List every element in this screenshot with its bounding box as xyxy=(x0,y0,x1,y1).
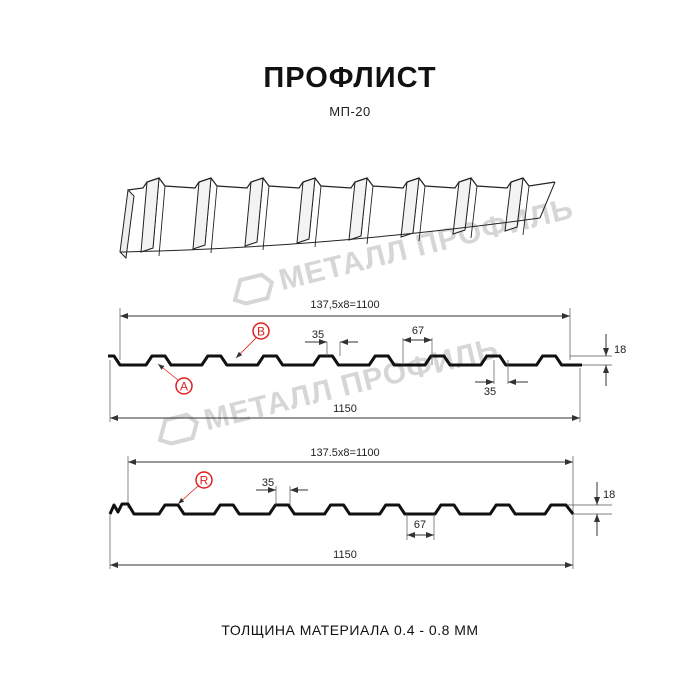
marker-a xyxy=(175,377,193,395)
watermark-text: МЕТАЛЛ ПРОФИЛЬ xyxy=(276,192,577,297)
marker-a-label: A xyxy=(180,380,188,394)
sheet-rib-face xyxy=(192,177,212,250)
marker-leader xyxy=(235,337,257,359)
profile-ab: 137,5x8=1100 1150 35 67 35 18 B A xyxy=(108,299,626,422)
marker-leader xyxy=(177,485,199,505)
marker-leader xyxy=(157,363,179,381)
dim-rib-top: 35 xyxy=(312,329,324,341)
sheet-front-edge xyxy=(127,177,556,191)
profile-line xyxy=(108,502,575,516)
dim-height: 18 xyxy=(614,344,626,356)
material-thickness-note: ТОЛЩИНА МАТЕРИАЛА 0.4 - 0.8 ММ xyxy=(221,622,479,638)
sheet-rib-face xyxy=(140,177,160,253)
dim-bottom: 1150 xyxy=(333,403,357,415)
profile-r: 137.5x8=1100 1150 35 67 18 R xyxy=(108,447,615,569)
watermark-logo-1: МЕТАЛЛ ПРОФИЛЬ xyxy=(232,192,577,306)
dim-bottom: 1150 xyxy=(333,549,357,561)
page-subtitle: МП-20 xyxy=(329,104,371,119)
dim-rib-bottom: 35 xyxy=(484,386,496,398)
sheet-right-end xyxy=(539,181,556,219)
watermark-logo-2: МЕТАЛЛ ПРОФИЛЬ xyxy=(157,332,502,446)
dim-height: 18 xyxy=(603,489,615,501)
dim-top: 137,5x8=1100 xyxy=(310,299,379,311)
marker-b xyxy=(252,322,270,340)
marker-r xyxy=(195,471,213,489)
dim-rib-top: 35 xyxy=(262,477,274,489)
sheet-left-end xyxy=(119,188,135,260)
watermark-logo-shape xyxy=(232,272,275,306)
dim-rib-gap: 67 xyxy=(412,325,424,337)
dim-top: 137.5x8=1100 xyxy=(310,447,379,459)
sheet-bottom-edge xyxy=(119,217,541,253)
profile-line xyxy=(108,354,582,367)
marker-r-label: R xyxy=(200,474,209,488)
dim-rib-gap: 67 xyxy=(414,519,426,531)
sheet-rib-face xyxy=(244,177,264,247)
marker-b-label: B xyxy=(257,325,265,339)
page-title: ПРОФЛИСТ xyxy=(263,62,437,94)
sheet-3d-view xyxy=(119,177,556,260)
